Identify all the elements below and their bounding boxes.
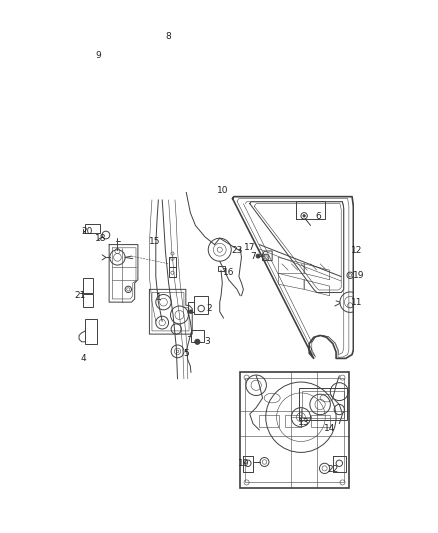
Bar	[297, 201, 325, 219]
Text: 19: 19	[353, 271, 364, 280]
Text: 9: 9	[95, 52, 101, 60]
Bar	[83, 294, 93, 306]
Bar	[245, 377, 344, 482]
Text: 6: 6	[315, 212, 321, 221]
Bar	[219, 266, 225, 271]
Text: 1: 1	[156, 293, 162, 302]
Text: 22: 22	[327, 465, 339, 474]
Text: 4: 4	[80, 354, 86, 363]
Text: 13: 13	[298, 418, 310, 427]
Text: 18: 18	[95, 233, 106, 243]
Circle shape	[195, 339, 200, 344]
Bar	[299, 389, 347, 421]
Text: 12: 12	[351, 246, 362, 255]
Bar	[85, 224, 99, 233]
Bar	[259, 415, 279, 427]
Text: 17: 17	[244, 243, 255, 252]
Text: 11: 11	[351, 297, 363, 306]
Text: 15: 15	[149, 237, 160, 246]
Text: 21: 21	[74, 291, 86, 300]
Bar	[302, 391, 344, 418]
Circle shape	[189, 310, 193, 313]
Circle shape	[303, 215, 305, 217]
Text: 23: 23	[231, 246, 243, 255]
Bar	[311, 415, 330, 427]
Text: 20: 20	[81, 227, 92, 236]
Text: 14: 14	[324, 424, 336, 433]
Text: 8: 8	[166, 33, 171, 42]
Bar	[240, 373, 349, 488]
Circle shape	[256, 254, 260, 258]
Bar	[188, 302, 194, 312]
Bar	[85, 319, 97, 344]
Bar	[194, 296, 208, 313]
Bar	[285, 415, 301, 427]
Text: 5: 5	[183, 349, 189, 358]
Text: 3: 3	[204, 337, 210, 346]
Text: 16: 16	[223, 268, 234, 277]
Text: 2: 2	[206, 304, 212, 313]
Text: 7: 7	[250, 252, 256, 261]
Bar	[83, 278, 93, 293]
Bar	[191, 330, 204, 342]
Text: 10: 10	[217, 186, 229, 195]
Text: 19: 19	[238, 459, 249, 468]
